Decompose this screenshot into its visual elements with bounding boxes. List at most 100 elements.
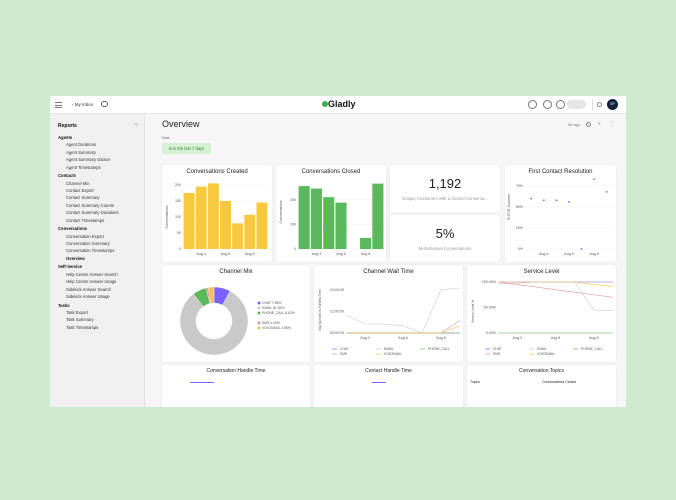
sidebar-section-tasks: Tasks bbox=[58, 302, 70, 308]
x-tick-label: Aug 4 bbox=[312, 252, 321, 256]
legend-swatch-phone_call bbox=[257, 311, 261, 315]
card-conversation-handle-time: Conversation Handle Time bbox=[162, 365, 310, 407]
y-axis-label: Avg Queued-to-Fulfilled Time bbox=[318, 289, 322, 330]
sidebar-item-conversation-timestamps[interactable]: Conversation Timestamps bbox=[66, 248, 115, 254]
card-service-level: Service Level 0.00% 50.00% 100.00% Aug 4 Aug … bbox=[467, 265, 616, 362]
sidebar-item-agent-durations[interactable]: Agent Durations bbox=[66, 142, 97, 148]
card-title: Contact Handle Time bbox=[365, 368, 412, 374]
fcr-point bbox=[530, 197, 533, 200]
x-tick-label: Aug 4 bbox=[360, 336, 369, 340]
chevron-left-icon: ‹ bbox=[72, 102, 75, 107]
y-axis-label: Conversations bbox=[279, 200, 283, 223]
sidebar-item-contact-summary-durations[interactable]: Contact Summary Durations bbox=[66, 210, 119, 216]
x-tick-label: Aug 4 bbox=[512, 336, 521, 340]
avatar[interactable]: SP bbox=[607, 99, 618, 110]
x-tick-label: Aug 8 bbox=[589, 336, 598, 340]
sidebar-item-contact-timestamps[interactable]: Contact Timestamps bbox=[66, 217, 105, 223]
y-axis-label: Conversations bbox=[165, 205, 169, 228]
legend-swatch-voicemail bbox=[257, 326, 261, 330]
y-tick-label: 12:00:00 bbox=[330, 310, 344, 314]
sidebar-item-task-summary[interactable]: Task Summary bbox=[66, 317, 94, 323]
menu-icon[interactable] bbox=[55, 102, 62, 108]
card-channel-wait-time: Channel Wait Time 00:00:00 12:00:00 24:00:0… bbox=[314, 265, 463, 362]
series-line-voicemail bbox=[346, 325, 461, 334]
sidebar-item-channel-mix[interactable]: Channel Mix bbox=[66, 180, 90, 186]
fcr-point bbox=[542, 199, 545, 202]
legend-label: SMS 1.04% bbox=[262, 321, 280, 325]
table-header-conversations-closed[interactable]: Conversations Closed bbox=[542, 380, 577, 384]
x-tick-label: Aug 6 bbox=[221, 252, 230, 256]
chat-bubble-icon[interactable] bbox=[101, 101, 108, 107]
divider bbox=[592, 100, 593, 110]
sidebar-item-contact-export[interactable]: Contact Export bbox=[66, 188, 94, 193]
filter-icon[interactable]: ▾ bbox=[598, 121, 601, 127]
search-icon[interactable] bbox=[597, 102, 602, 107]
series-line-email bbox=[497, 281, 614, 311]
sidebar-item-agent-summary[interactable]: Agent Summary bbox=[66, 149, 97, 155]
x-tick-label: Aug 6 bbox=[551, 336, 560, 340]
card-contact-handle-time: Contact Handle Time bbox=[314, 365, 463, 407]
series-line-voicemail bbox=[498, 281, 614, 287]
legend-label: SMS bbox=[340, 352, 348, 356]
app-window: ‹ My Inbox Gladly SP Reports « Agents Age… bbox=[50, 96, 626, 407]
y-tick-label: 200 bbox=[290, 198, 296, 202]
updated-time: 5m ago bbox=[568, 123, 580, 127]
bar-aug-5 bbox=[207, 183, 219, 249]
kpi-multichannel: 5% Multichannel Conversations bbox=[390, 215, 500, 262]
more-icon[interactable]: ⋮ bbox=[609, 121, 615, 127]
kpi-value: 1,192 bbox=[428, 176, 462, 191]
sidebar-section-conversations: Conversations bbox=[58, 226, 88, 232]
sidebar-item-help-center-answer-usage[interactable]: Help Center Answer Usage bbox=[66, 279, 117, 285]
y-tick-label: 00:00:00 bbox=[330, 331, 344, 335]
sidebar-item-sidekick-answer-usage[interactable]: Sidekick Answer Usage bbox=[66, 294, 110, 299]
sidebar-item-task-export[interactable]: Task Export bbox=[66, 310, 88, 315]
series-line-sms bbox=[346, 320, 461, 334]
status-toggle[interactable] bbox=[567, 100, 586, 109]
date-filter-pill[interactable]: is in the last 7 days bbox=[162, 143, 211, 154]
bar-aug-4 bbox=[310, 188, 322, 249]
legend-label: VOICEMAIL 2.65% bbox=[262, 326, 291, 330]
sidebar-item-conversation-summary[interactable]: Conversation Summary bbox=[66, 241, 110, 246]
card-first-contact-resolution: First Contact Resolution 0% 25% 50% 75% Aug 4… bbox=[505, 165, 616, 262]
sidebar-item-sidekick-answer-search[interactable]: Sidekick Answer Search bbox=[66, 286, 111, 292]
fcr-point bbox=[605, 190, 608, 193]
x-tick-label: Aug 6 bbox=[336, 252, 345, 256]
refresh-icon[interactable] bbox=[586, 122, 591, 127]
y-tick-label: 50% bbox=[516, 205, 524, 209]
sidebar-item-conversation-export[interactable]: Conversation Export bbox=[66, 233, 104, 239]
sidebar-item-task-timestamps[interactable]: Task Timestamps bbox=[66, 324, 99, 330]
sidebar-item-overview[interactable]: Overview bbox=[66, 255, 85, 261]
bar-aug-8 bbox=[360, 237, 372, 249]
message-icon[interactable] bbox=[556, 100, 565, 109]
bar-aug-3 bbox=[298, 186, 310, 249]
sidebar-item-agent-timestamps[interactable]: Agent Timestamps bbox=[66, 164, 101, 170]
legend-label: CHAT 7.86% bbox=[262, 301, 281, 305]
card-conversations-created: Conversations Created 0 50 100 150 200 Aug 4 Au… bbox=[162, 165, 272, 262]
sidebar-item-help-center-answer-search[interactable]: Help Center Answer Search bbox=[66, 271, 118, 277]
y-tick-label: 0 bbox=[179, 247, 181, 251]
sidebar-title: Reports bbox=[58, 123, 77, 129]
x-tick-label: Aug 4 bbox=[539, 252, 548, 256]
phone-icon[interactable] bbox=[543, 100, 552, 109]
legend-label: EMAIL bbox=[384, 347, 394, 351]
legend-label: PHONE_CALL bbox=[428, 347, 450, 351]
sidebar-item-agent-summary-glance[interactable]: Agent Summary Glance bbox=[66, 157, 111, 163]
y-tick-label: 24:00:00 bbox=[330, 288, 344, 292]
series-line-sms bbox=[497, 281, 614, 298]
sidebar: Reports « Agents Agent Durations Agent Sum… bbox=[50, 114, 145, 407]
logo: Gladly bbox=[322, 99, 356, 109]
double-chevron-left-icon[interactable]: « bbox=[135, 122, 138, 128]
bar-aug-7 bbox=[232, 223, 244, 249]
bar-aug-8 bbox=[244, 214, 256, 249]
sidebar-item-contact-summary-counts[interactable]: Contact Summary Counts bbox=[66, 202, 114, 208]
back-link[interactable]: ‹ My Inbox bbox=[72, 102, 94, 107]
slice-email bbox=[179, 290, 249, 356]
sidebar-section-self-service: Self-Service bbox=[58, 264, 82, 270]
y-tick-label: 50.00% bbox=[484, 306, 497, 310]
sidebar-item-contact-summary[interactable]: Contact Summary bbox=[66, 195, 100, 201]
card-title: Conversation Handle Time bbox=[206, 368, 266, 374]
chat-legend-swatch bbox=[190, 382, 214, 383]
x-tick-label: Aug 8 bbox=[589, 252, 598, 256]
stats-icon[interactable] bbox=[528, 100, 537, 109]
legend-label: PHONE_CALL 6.62% bbox=[262, 311, 295, 315]
